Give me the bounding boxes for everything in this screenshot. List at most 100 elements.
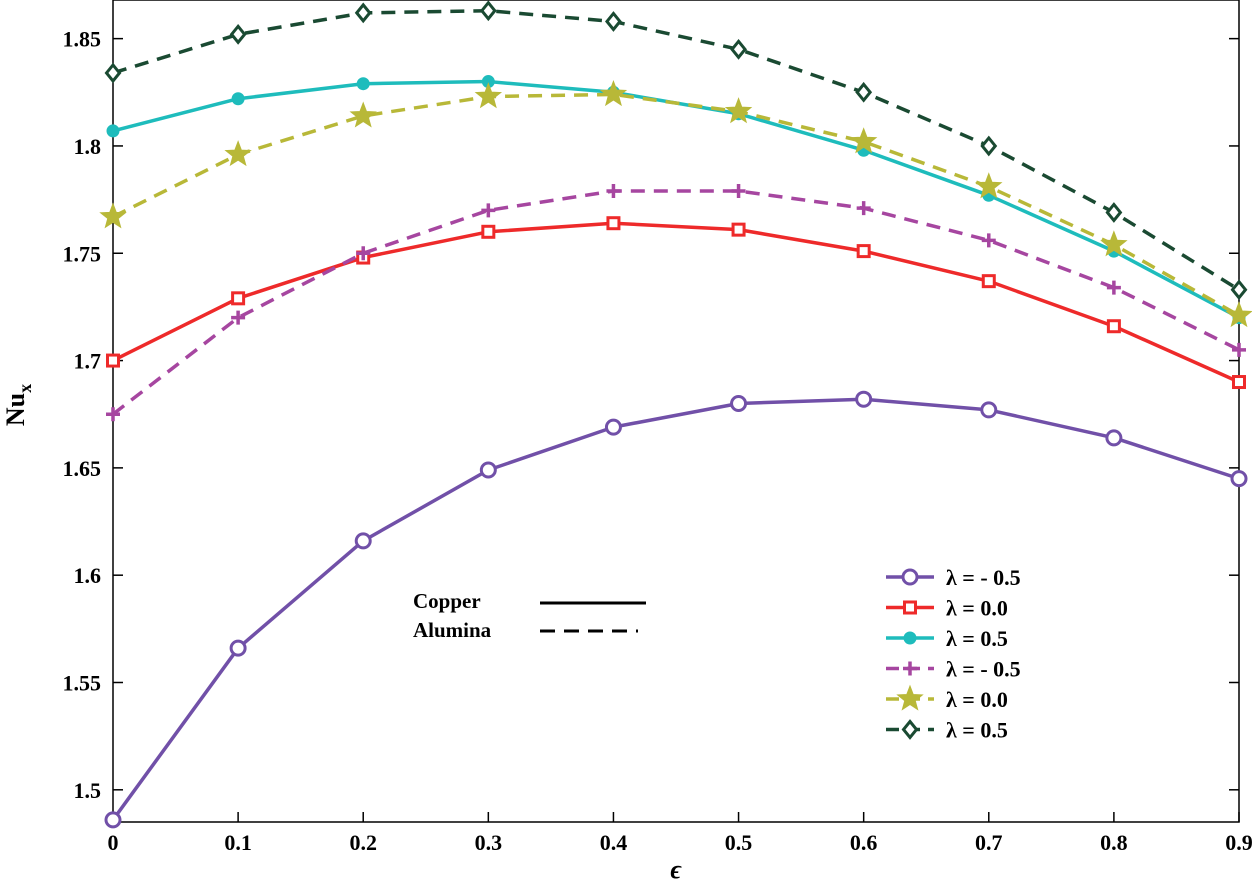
x-tick-label: 0.8: [1100, 830, 1128, 855]
line-style-note: Copper Alumina: [413, 589, 646, 642]
legend-entry: λ = 0.0: [886, 684, 1008, 712]
y-axis-ticks: 1.5 1.55 1.6 1.65 1.7 1.75 1.8 1.85: [63, 27, 1239, 803]
data-point: [1105, 202, 1123, 223]
series-4: [99, 80, 1252, 328]
data-point: [106, 407, 120, 422]
y-tick-label: 1.7: [74, 349, 102, 374]
y-axis-label: Nux: [1, 384, 35, 426]
data-point: [981, 233, 996, 248]
x-tick-label: 0.2: [349, 830, 377, 855]
data-point: [981, 274, 996, 289]
data-point: [604, 418, 622, 436]
legend-marker: [901, 568, 919, 586]
data-point: [1232, 342, 1246, 357]
series-5: [104, 0, 1248, 301]
plot-area-border: [112, 0, 1240, 823]
x-tick-label: 0.4: [600, 830, 628, 855]
legend-marker: [903, 661, 917, 676]
data-point: [231, 291, 246, 306]
data-point: [731, 222, 746, 237]
copper-note-label: Copper: [413, 589, 481, 613]
series-line: [112, 221, 1240, 384]
data-point: [231, 310, 246, 325]
series-line: [112, 92, 1240, 318]
legend-entry: λ = 0.0: [886, 596, 1008, 621]
data-point: [104, 811, 122, 829]
data-point: [1225, 301, 1252, 328]
data-point: [1100, 230, 1128, 257]
data-point: [856, 201, 871, 216]
data-point: [354, 532, 372, 550]
x-tick-label: 0.6: [850, 830, 878, 855]
data-point: [106, 124, 120, 138]
data-point: [231, 92, 245, 106]
legend-label: λ = - 0.5: [946, 565, 1021, 590]
data-point: [606, 184, 621, 199]
x-tick-label: 0.7: [975, 830, 1003, 855]
y-tick-label: 1.65: [63, 456, 102, 481]
data-point: [229, 23, 247, 45]
data-point: [481, 203, 496, 218]
data-point: [849, 127, 878, 154]
y-tick-label: 1.6: [74, 563, 102, 588]
series-0: [104, 390, 1248, 829]
data-point: [724, 97, 753, 124]
data-point: [856, 244, 871, 259]
data-point: [1230, 279, 1248, 301]
legend-entry: λ = - 0.5: [886, 657, 1021, 682]
legend-marker: [903, 631, 917, 645]
data-point: [224, 140, 252, 167]
data-point: [354, 2, 372, 24]
legend-entry: λ = 0.5: [886, 626, 1008, 651]
data-point: [855, 81, 873, 103]
legend: λ = - 0.5 λ = 0.0 λ = 0.5 λ = - 0.5 λ = 0.0 λ…: [886, 565, 1021, 743]
legend-marker: [896, 684, 924, 711]
data-point: [99, 202, 127, 229]
legend-marker: [901, 719, 919, 740]
y-axis-label-subscript: x: [15, 384, 35, 393]
data-point: [104, 62, 122, 84]
legend-marker: [903, 600, 917, 615]
data-point: [599, 80, 628, 107]
data-point: [730, 38, 747, 60]
data-point: [730, 394, 748, 412]
series-line: [112, 8, 1240, 292]
y-axis-label-main: Nu: [1, 393, 30, 426]
series-1: [106, 216, 1246, 390]
data-point: [356, 246, 371, 261]
data-point: [356, 77, 370, 91]
data-point: [1106, 280, 1121, 295]
series-3: [106, 184, 1246, 422]
data-point: [479, 461, 497, 479]
x-axis-label: ϵ: [670, 855, 682, 882]
y-tick-label: 1.75: [63, 241, 102, 266]
legend-label: λ = 0.0: [946, 687, 1008, 712]
data-point: [855, 390, 873, 408]
data-point: [975, 172, 1003, 199]
y-tick-label: 1.5: [74, 778, 102, 803]
y-tick-label: 1.8: [74, 134, 102, 159]
data-point: [605, 11, 622, 32]
data-point: [349, 101, 377, 128]
legend-label: λ = 0.0: [946, 596, 1008, 621]
data-point: [1230, 470, 1248, 488]
data-point: [106, 353, 120, 368]
y-tick-label: 1.85: [63, 27, 102, 52]
data-point: [479, 0, 497, 22]
x-tick-label: 0.9: [1225, 830, 1252, 855]
data-point: [606, 216, 621, 231]
legend-label: λ = 0.5: [946, 718, 1008, 743]
x-tick-label: 0.3: [475, 830, 503, 855]
data-point: [481, 224, 496, 239]
x-tick-label: 0: [108, 830, 119, 855]
data-point: [1105, 429, 1123, 447]
data-point: [474, 82, 503, 109]
series-layer: [99, 0, 1252, 829]
data-point: [1232, 375, 1246, 390]
legend-entry: λ = 0.5: [886, 718, 1008, 743]
data-point: [229, 639, 247, 657]
data-point: [1106, 319, 1121, 334]
x-axis-ticks: 0 0.1 0.2 0.3 0.4 0.5 0.6 0.7 0.8 0.9: [108, 812, 1252, 855]
x-tick-label: 0.5: [725, 830, 753, 855]
